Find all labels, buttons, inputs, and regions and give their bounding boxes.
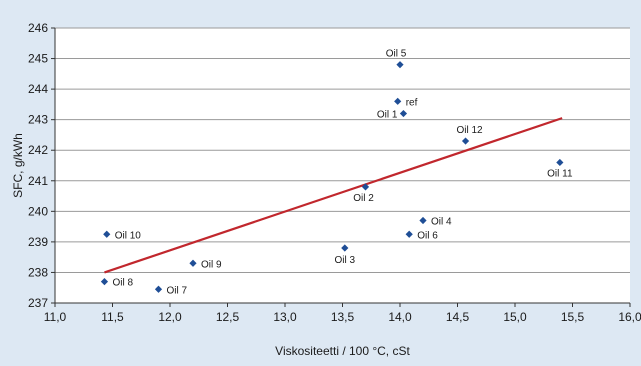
- data-point-label: Oil 10: [115, 230, 142, 241]
- data-point-label: Oil 7: [167, 285, 188, 296]
- data-point-marker: [189, 259, 197, 267]
- data-point-marker: [341, 244, 349, 252]
- data-point-label: Oil 8: [112, 278, 133, 289]
- tick-label-x: 13,0: [273, 310, 297, 324]
- data-point-label: Oil 11: [547, 168, 573, 179]
- data-point-marker: [394, 97, 402, 105]
- tick-label-y: 238: [28, 265, 48, 279]
- tick-label-y: 243: [28, 113, 48, 127]
- tick-label-y: 240: [28, 204, 48, 218]
- data-point-marker: [103, 230, 111, 238]
- tick-label-x: 14,0: [388, 310, 412, 324]
- data-point-label: Oil 4: [431, 217, 452, 228]
- data-point-marker: [361, 183, 370, 191]
- tick-label-x: 13,5: [331, 310, 355, 324]
- data-point-marker: [154, 285, 163, 293]
- tick-label-y: 246: [28, 21, 48, 35]
- tick-label-x: 12,0: [158, 310, 182, 324]
- data-point-label: ref: [406, 97, 418, 108]
- tick-label-x: 11,5: [101, 310, 124, 324]
- data-point-marker: [461, 137, 470, 145]
- y-axis-title: SFC, g/kWh: [11, 133, 25, 198]
- data-point-marker: [556, 158, 564, 167]
- tick-label-x: 12,5: [216, 310, 240, 324]
- data-point-label: Oil 12: [456, 125, 483, 136]
- tick-label-y: 244: [28, 82, 48, 96]
- tick-label-x: 15,0: [503, 310, 527, 324]
- data-point-label: Oil 2: [353, 193, 374, 204]
- data-point-label: Oil 6: [417, 230, 438, 241]
- data-point-label: Oil 3: [335, 255, 356, 266]
- data-point-marker: [405, 230, 413, 238]
- data-points: [100, 61, 564, 293]
- tick-label-y: 245: [28, 52, 48, 66]
- tick-label-y: 237: [28, 296, 48, 310]
- tick-label-y: 241: [28, 174, 48, 188]
- data-point-label: Oil 5: [386, 49, 407, 60]
- axis-ticks: 237 238 239 240 241 242 243 244 245 246 11,0 11,5 12…: [28, 21, 641, 324]
- data-point-marker: [396, 61, 404, 69]
- tick-label-x: 15,5: [561, 310, 585, 324]
- gridlines: [55, 27, 630, 304]
- data-point-marker: [399, 109, 408, 118]
- tick-label-y: 239: [28, 235, 48, 249]
- trendline: [104, 117, 563, 274]
- tick-label-y: 242: [28, 143, 48, 157]
- x-axis-title: Viskositeetti / 100 °C, cSt: [275, 344, 410, 358]
- tick-label-x: 16,0: [618, 310, 641, 324]
- point-labels: Oil 1 ref Oil 5 Oil 12 Oil 11 Oil 2 Oil 4 Oil 6…: [112, 49, 573, 297]
- data-point-label: Oil 9: [201, 259, 222, 270]
- tick-label-x: 11,0: [44, 310, 67, 324]
- data-point-marker: [419, 216, 427, 225]
- tick-label-x: 14,5: [446, 310, 470, 324]
- data-point-marker: [100, 278, 109, 286]
- data-point-label: Oil 1: [377, 110, 398, 121]
